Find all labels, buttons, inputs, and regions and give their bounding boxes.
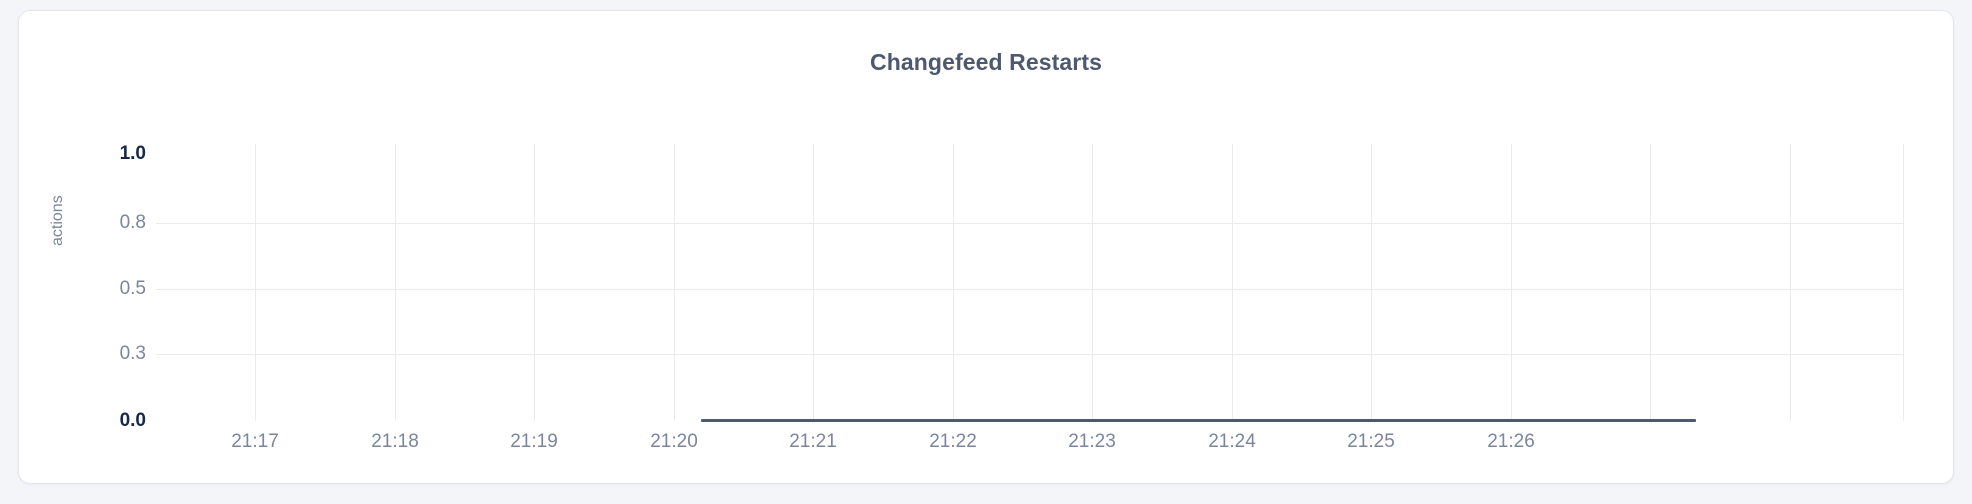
x-tick-label-2122: 21:22 — [929, 431, 977, 452]
gridline-horizontal-0-3 — [156, 354, 1904, 355]
gridline-vertical-2120 — [674, 144, 675, 421]
series-line-restarts — [701, 419, 1696, 422]
x-tick-label-2121: 21:21 — [789, 431, 837, 452]
chart-plot-wrapper: actions 1.0 0.8 0.5 0.3 0.0 — [19, 11, 1953, 483]
x-tick-label-2125: 21:25 — [1347, 431, 1395, 452]
gridline-vertical-2118 — [395, 144, 396, 421]
x-axis-tick-labels: 21:17 21:18 21:19 21:20 21:21 21:22 21:2… — [156, 431, 1904, 461]
gridline-vertical-2119 — [534, 144, 535, 421]
gridline-vertical-2125 — [1371, 144, 1372, 421]
y-tick-label-0-5: 0.5 — [119, 278, 146, 299]
y-tick-label-0-3: 0.3 — [119, 343, 146, 364]
gridline-vertical-2126 — [1511, 144, 1512, 421]
gridline-vertical-extra-2 — [1790, 144, 1791, 421]
gridline-vertical-2121 — [813, 144, 814, 421]
x-tick-label-2119: 21:19 — [510, 431, 558, 452]
x-tick-label-2120: 21:20 — [650, 431, 698, 452]
gridline-vertical-2124 — [1232, 144, 1233, 421]
gridline-vertical-2123 — [1092, 144, 1093, 421]
gridline-vertical-2122 — [953, 144, 954, 421]
y-tick-label-0-0: 0.0 — [119, 410, 146, 431]
gridline-vertical-extra-3 — [1903, 144, 1904, 421]
gridline-horizontal-0-8 — [156, 223, 1904, 224]
x-tick-label-2126: 21:26 — [1487, 431, 1535, 452]
plot-area — [156, 144, 1904, 422]
gridline-vertical-2117 — [255, 144, 256, 421]
chart-card: Changefeed Restarts actions 1.0 0.8 0.5 … — [18, 10, 1954, 484]
y-axis-label: actions — [49, 195, 66, 246]
x-tick-label-2124: 21:24 — [1208, 431, 1256, 452]
y-tick-label-0-8: 0.8 — [119, 212, 146, 233]
chart-title: Changefeed Restarts — [870, 49, 1102, 75]
gridline-vertical-extra-1 — [1650, 144, 1651, 421]
y-axis-tick-labels: 1.0 0.8 0.5 0.3 0.0 — [71, 143, 146, 431]
x-tick-label-2117: 21:17 — [231, 431, 279, 452]
x-tick-label-2123: 21:23 — [1068, 431, 1116, 452]
y-tick-label-1-0: 1.0 — [119, 143, 146, 164]
x-tick-label-2118: 21:18 — [371, 431, 419, 452]
gridline-horizontal-0-5 — [156, 289, 1904, 290]
